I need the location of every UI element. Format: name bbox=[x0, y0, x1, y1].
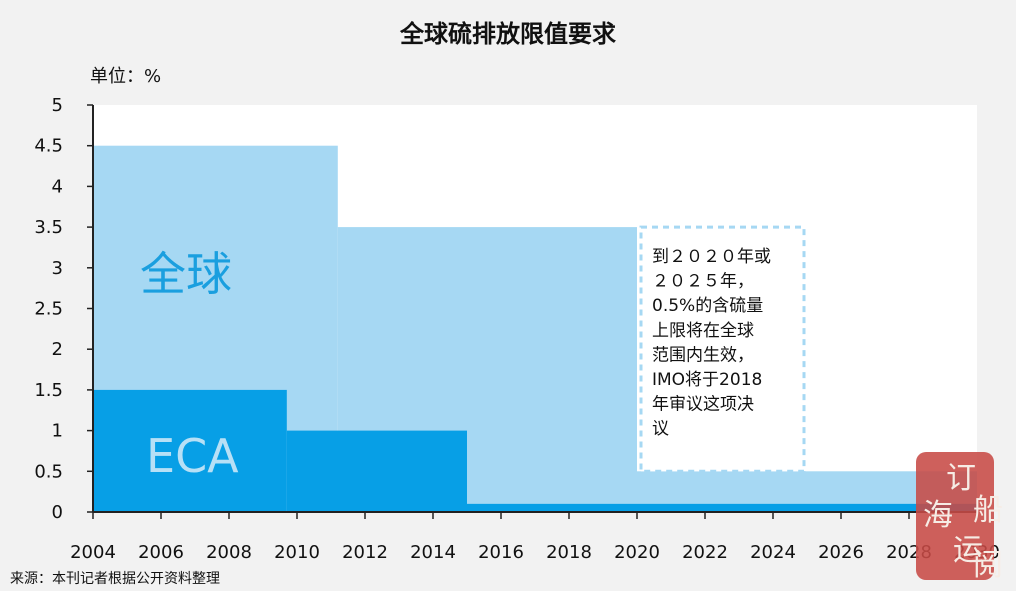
y-tick-label: 3 bbox=[52, 258, 63, 279]
x-tick-label: 2008 bbox=[206, 542, 252, 563]
area-step-eca-1 bbox=[286, 430, 467, 512]
annotation-line: 0.5%的含硫量 bbox=[652, 296, 763, 316]
series-label-eca: ECA bbox=[146, 429, 239, 483]
stamp-char: 运 bbox=[953, 533, 983, 568]
x-tick-label: 2022 bbox=[682, 542, 728, 563]
y-tick-label: 0 bbox=[52, 502, 63, 523]
x-tick-label: 2024 bbox=[750, 542, 796, 563]
chart-title: 全球硫排放限值要求 bbox=[399, 20, 616, 48]
y-tick-label: 2 bbox=[52, 339, 63, 360]
area-step-eca-2 bbox=[467, 503, 977, 512]
annotation-line: 年审议这项决 bbox=[652, 395, 754, 415]
x-tick-label: 2018 bbox=[546, 542, 592, 563]
x-tick-label: 2026 bbox=[818, 542, 864, 563]
y-tick-label: 4 bbox=[52, 176, 63, 197]
x-tick-label: 2010 bbox=[274, 542, 320, 563]
annotation-line: 上限将在全球 bbox=[652, 321, 754, 341]
x-tick-label: 2006 bbox=[138, 542, 184, 563]
stamp-char: 订 bbox=[946, 461, 976, 496]
annotation-line: ２０２５年， bbox=[652, 272, 754, 292]
annotation-line: IMO将于2018 bbox=[652, 370, 762, 390]
y-tick-label: 0.5 bbox=[34, 461, 63, 482]
stamp-background bbox=[916, 452, 994, 580]
y-tick-labels: 0 0.5 1 1.5 2 2.5 3 3.5 4 4.5 5 bbox=[34, 95, 93, 523]
annotation-box bbox=[639, 225, 806, 473]
y-tick-label: 1.5 bbox=[34, 380, 63, 401]
y-tick-label: 2.5 bbox=[34, 299, 63, 320]
annotation-line: 到２０２０年或 bbox=[652, 247, 771, 267]
x-tick-label: 2016 bbox=[478, 542, 524, 563]
unit-label: 单位：% bbox=[90, 66, 161, 87]
x-tick-labels: 2004 2006 2008 2010 2012 2014 2016 2018 2020 2022… bbox=[70, 512, 1000, 563]
y-tick-label: 4.5 bbox=[34, 136, 63, 157]
y-tick-label: 1 bbox=[52, 421, 63, 442]
area-step-eca-0 bbox=[93, 389, 287, 512]
stamp-char: 船 bbox=[973, 493, 1003, 528]
stamp-char: 阅 bbox=[973, 548, 1003, 583]
x-tick-label: 2004 bbox=[70, 542, 116, 563]
y-tick-label: 3.5 bbox=[34, 217, 63, 238]
x-tick-label: 2014 bbox=[410, 542, 456, 563]
stamp-char: 海 bbox=[923, 498, 953, 533]
x-tick-label: 2012 bbox=[342, 542, 388, 563]
y-tick-label: 5 bbox=[52, 95, 63, 116]
source-note: 来源：本刊记者根据公开资料整理 bbox=[10, 571, 220, 587]
annotation-line: 议 bbox=[652, 419, 669, 439]
annotation-line: 范围内生效， bbox=[652, 345, 754, 365]
x-tick-label: 2020 bbox=[614, 542, 660, 563]
series-label-global: 全球 bbox=[140, 247, 232, 301]
